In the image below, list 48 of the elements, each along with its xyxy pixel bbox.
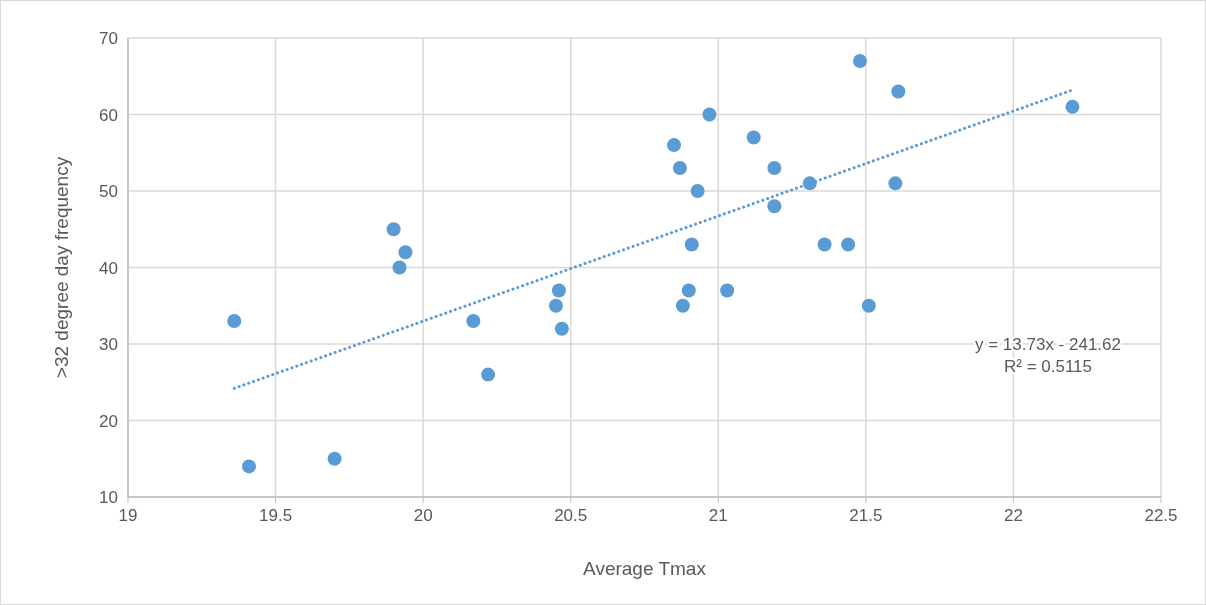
point xyxy=(767,199,782,214)
point xyxy=(852,53,867,68)
point xyxy=(392,260,407,275)
x-tick-label: 20 xyxy=(413,506,433,525)
y-tick-label: 70 xyxy=(99,29,118,48)
point xyxy=(227,314,242,329)
point xyxy=(702,107,717,122)
y-tick-label: 10 xyxy=(99,488,118,507)
x-tick-label: 20.5 xyxy=(554,506,588,525)
y-axis-title: >32 degree day frequency xyxy=(51,156,72,379)
point xyxy=(684,237,699,252)
y-tick-label: 60 xyxy=(99,105,118,125)
point xyxy=(466,314,481,329)
point xyxy=(746,130,761,145)
point xyxy=(327,451,342,466)
point xyxy=(548,298,563,313)
point xyxy=(481,367,496,382)
point xyxy=(672,161,687,176)
point xyxy=(681,283,696,298)
point xyxy=(767,161,782,176)
x-axis-title: Average Tmax xyxy=(583,558,707,579)
point xyxy=(720,283,735,298)
point xyxy=(398,245,413,260)
x-tick-label: 22.5 xyxy=(1144,506,1178,525)
point xyxy=(554,321,569,336)
y-tick-label: 30 xyxy=(99,335,118,354)
point xyxy=(242,459,257,474)
point xyxy=(861,298,876,313)
point xyxy=(675,298,690,313)
x-tick-label: 19.5 xyxy=(259,506,293,525)
point xyxy=(667,138,682,153)
point xyxy=(891,84,906,99)
point xyxy=(386,222,401,237)
annotation: y = 13.73x - 241.62 xyxy=(974,335,1122,354)
y-tick-label: 50 xyxy=(99,182,118,201)
x-tick-label: 21.5 xyxy=(849,506,883,525)
point xyxy=(841,237,856,252)
point xyxy=(888,176,903,191)
point xyxy=(690,184,705,198)
x-tick-label: 19 xyxy=(118,506,138,525)
y-tick-label: 40 xyxy=(99,258,118,278)
annotation: R² = 0.5115 xyxy=(1003,357,1093,376)
point xyxy=(817,237,832,252)
x-tick-label: 21 xyxy=(708,506,728,525)
y-tick-label: 20 xyxy=(99,411,118,431)
point xyxy=(1065,99,1080,114)
x-tick-label: 22 xyxy=(1003,506,1023,525)
point xyxy=(551,283,566,298)
